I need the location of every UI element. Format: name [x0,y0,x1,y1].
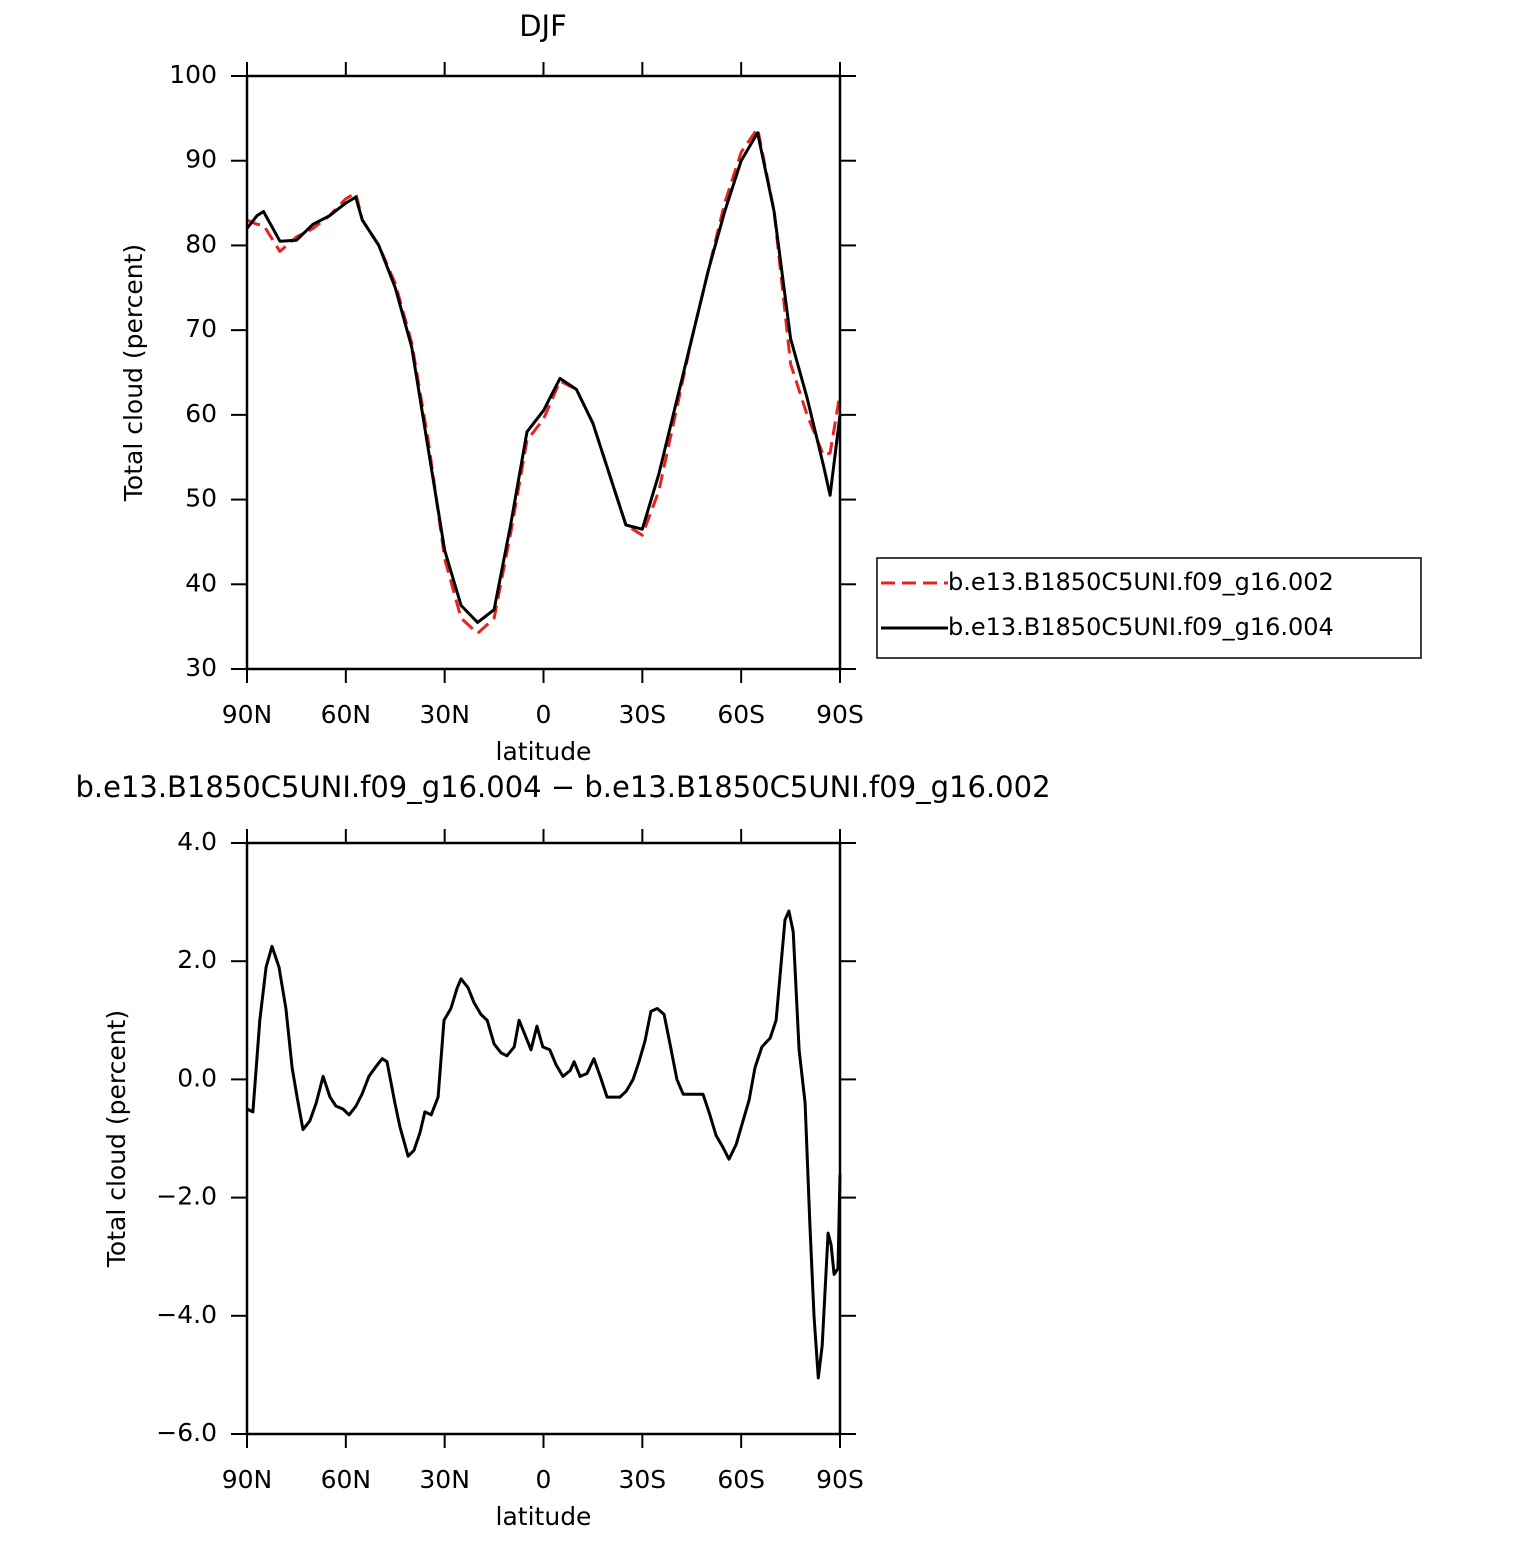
y-tick-label: 4.0 [177,827,217,856]
x-tick-label: 0 [536,700,552,729]
series-line [245,131,842,624]
y-tick-label: 0.0 [177,1063,217,1092]
y-tick-label: −2.0 [156,1182,217,1211]
x-tick-label: 60S [717,1465,765,1494]
x-axis-label: latitude [496,737,592,766]
x-tick-label: 0 [536,1465,552,1494]
plot-frame [245,74,842,671]
x-tick-label: 30S [618,700,666,729]
x-tick-label: 60S [717,700,765,729]
y-tick-label: 80 [185,229,217,258]
x-tick-label: 90N [222,1465,273,1494]
legend-box [876,557,1422,659]
y-tick-label: 30 [185,653,217,682]
plot-frame [245,841,842,1436]
x-tick-label: 90S [816,700,864,729]
x-tick-label: 60N [321,1465,372,1494]
x-tick-label: 90S [816,1465,864,1494]
y-axis-label: Total cloud (percent) [102,1010,131,1268]
x-tick-label: 30N [419,700,470,729]
x-tick-label: 30N [419,1465,470,1494]
y-tick-label: 50 [185,484,217,513]
y-tick-label: 40 [185,568,217,597]
series-line [246,127,842,635]
x-tick-label: 60N [321,700,372,729]
y-tick-label: 90 [185,145,217,174]
chart-title: b.e13.B1850C5UNI.f09_g16.004 − b.e13.B18… [75,770,1050,804]
x-tick-label: 90N [222,700,273,729]
legend-label: b.e13.B1850C5UNI.f09_g16.002 [948,568,1334,596]
x-tick-label: 30S [618,1465,666,1494]
series-line [246,909,842,1380]
x-axis-label: latitude [496,1502,592,1531]
y-tick-label: −4.0 [156,1300,217,1329]
y-tick-label: 100 [169,60,217,89]
legend-label: b.e13.B1850C5UNI.f09_g16.004 [948,613,1334,641]
chart-title: DJF [519,9,567,43]
y-tick-label: 60 [185,399,217,428]
y-tick-label: 70 [185,314,217,343]
y-tick-label: −6.0 [156,1418,217,1447]
y-tick-label: 2.0 [177,945,217,974]
y-axis-label: Total cloud (percent) [119,244,148,502]
